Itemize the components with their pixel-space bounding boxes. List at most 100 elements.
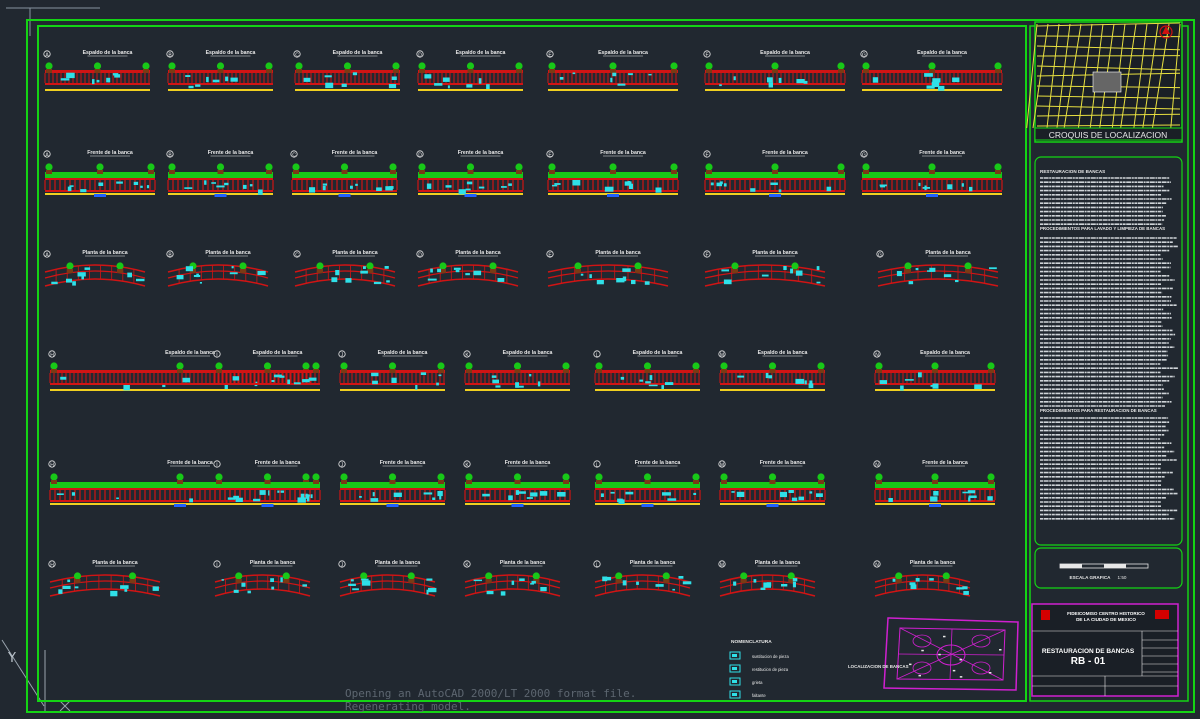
planter-foliage <box>562 473 570 481</box>
bench-arc-outer <box>44 264 146 273</box>
damage-mark <box>497 278 505 282</box>
damage-mark <box>114 74 121 78</box>
damage-mark <box>625 491 634 495</box>
planter-foliage <box>437 362 445 370</box>
bench-drain <box>386 504 399 507</box>
planter-pot <box>341 480 347 484</box>
detail-title: Frente de la banca <box>505 460 551 466</box>
damage-mark <box>915 268 919 271</box>
bench-foliage-strip <box>595 482 700 488</box>
detail-marker-letter: I <box>216 463 217 469</box>
planter-pot <box>740 579 747 583</box>
damage-mark <box>271 380 276 383</box>
damage-mark <box>803 80 808 84</box>
bench-detail-a: A Frente de la banca <box>43 150 156 197</box>
planter-foliage <box>96 163 104 171</box>
damage-mark <box>770 182 778 185</box>
detail-title: Espaldo de la banca <box>633 350 683 356</box>
bench-arc-mid <box>417 270 519 279</box>
bench-foliage-strip <box>168 172 273 178</box>
damage-mark <box>662 492 671 496</box>
legend-swatch-fill <box>732 693 737 696</box>
notes-section-heading: PROCEDIMIENTOS PARA LAVADO Y LIMPIEZA DE… <box>1040 226 1165 231</box>
damage-mark <box>798 496 804 501</box>
sheet-sidebar: CROQUIS DE LOCALIZACION RESTAURACION DE B… <box>1026 21 1183 697</box>
damage-mark <box>678 576 684 579</box>
bench-arc-inner <box>214 588 311 597</box>
planter-foliage <box>489 262 497 270</box>
damage-mark <box>370 498 379 502</box>
damage-mark <box>437 491 443 497</box>
damage-mark <box>188 85 194 89</box>
damage-mark <box>71 492 75 496</box>
planter-pot <box>563 480 569 484</box>
planter-foliage <box>465 473 473 481</box>
bench-seat <box>595 383 700 385</box>
planter-foliage <box>465 362 473 370</box>
plaza-bench-marker <box>959 658 962 661</box>
damage-mark <box>98 182 104 186</box>
detail-marker-circle <box>546 150 554 158</box>
bench-detail-a: A Planta de la banca <box>43 250 146 287</box>
bench-drain <box>607 194 619 197</box>
planter-pot <box>644 369 651 373</box>
planter-foliage <box>515 163 523 171</box>
bench-top-rail <box>50 488 310 490</box>
damage-mark <box>931 81 940 87</box>
damage-mark <box>930 496 938 502</box>
planter-foliage <box>532 572 540 580</box>
street-line <box>1063 23 1082 129</box>
damage-mark <box>92 79 95 85</box>
damage-mark <box>962 491 970 494</box>
planter-foliage <box>439 262 447 270</box>
damage-mark <box>185 75 191 77</box>
bench-arc-mid <box>44 270 146 279</box>
damage-mark <box>279 375 285 378</box>
north-arrow-head-icon <box>1162 26 1170 34</box>
scale-ratio: 1:50 <box>1118 575 1127 580</box>
title-block-org-line2: DE LA CIUDAD DE MEXICO <box>1076 617 1136 622</box>
detail-row-2: A Frente de la banca B Frente de la banca C F… <box>43 150 1003 197</box>
damage-mark <box>243 184 247 189</box>
damage-mark <box>753 579 757 583</box>
planter-pot <box>216 480 222 484</box>
damage-mark <box>987 496 993 501</box>
damage-mark <box>606 576 612 581</box>
detail-row-3: A Planta de la banca B Planta de la banca C P… <box>43 250 999 287</box>
detail-title: Planta de la banca <box>910 560 955 566</box>
detail-marker-letter: D <box>418 53 422 59</box>
damage-mark <box>780 491 787 498</box>
detail-title: Frente de la banca <box>458 150 504 156</box>
planter-foliage <box>302 473 310 481</box>
detail-title: Planta de la banca <box>82 250 127 256</box>
bench-top-rail <box>45 178 155 180</box>
detail-marker-letter: M <box>720 353 724 359</box>
bench-seat <box>340 500 445 502</box>
detail-title: Planta de la banca <box>755 560 800 566</box>
damage-mark <box>372 492 375 497</box>
damage-mark <box>648 384 658 387</box>
damage-mark <box>616 278 625 283</box>
bench-foliage-strip <box>340 482 445 488</box>
planter-foliage <box>50 473 58 481</box>
legend-swatch <box>729 677 741 686</box>
title-block-org-line1: FIDEICOMISO CENTRO HISTORICO <box>1067 611 1145 616</box>
detail-marker-circle <box>860 150 868 158</box>
planter-foliage <box>265 163 273 171</box>
bench-drain <box>94 194 106 197</box>
planter-pot <box>117 269 123 273</box>
planter-foliage <box>731 262 739 270</box>
damage-mark <box>253 498 261 502</box>
damage-mark <box>879 380 887 385</box>
damage-mark <box>152 586 159 591</box>
damage-mark <box>604 186 614 192</box>
planter-foliage <box>548 62 556 70</box>
planter-foliage <box>862 62 870 70</box>
planter-foliage <box>93 62 102 70</box>
detail-title: Planta de la banca <box>455 250 500 256</box>
planter-foliage <box>366 262 374 270</box>
legend-swatch <box>729 651 741 660</box>
planter-foliage <box>216 62 225 70</box>
damage-mark <box>900 385 904 391</box>
